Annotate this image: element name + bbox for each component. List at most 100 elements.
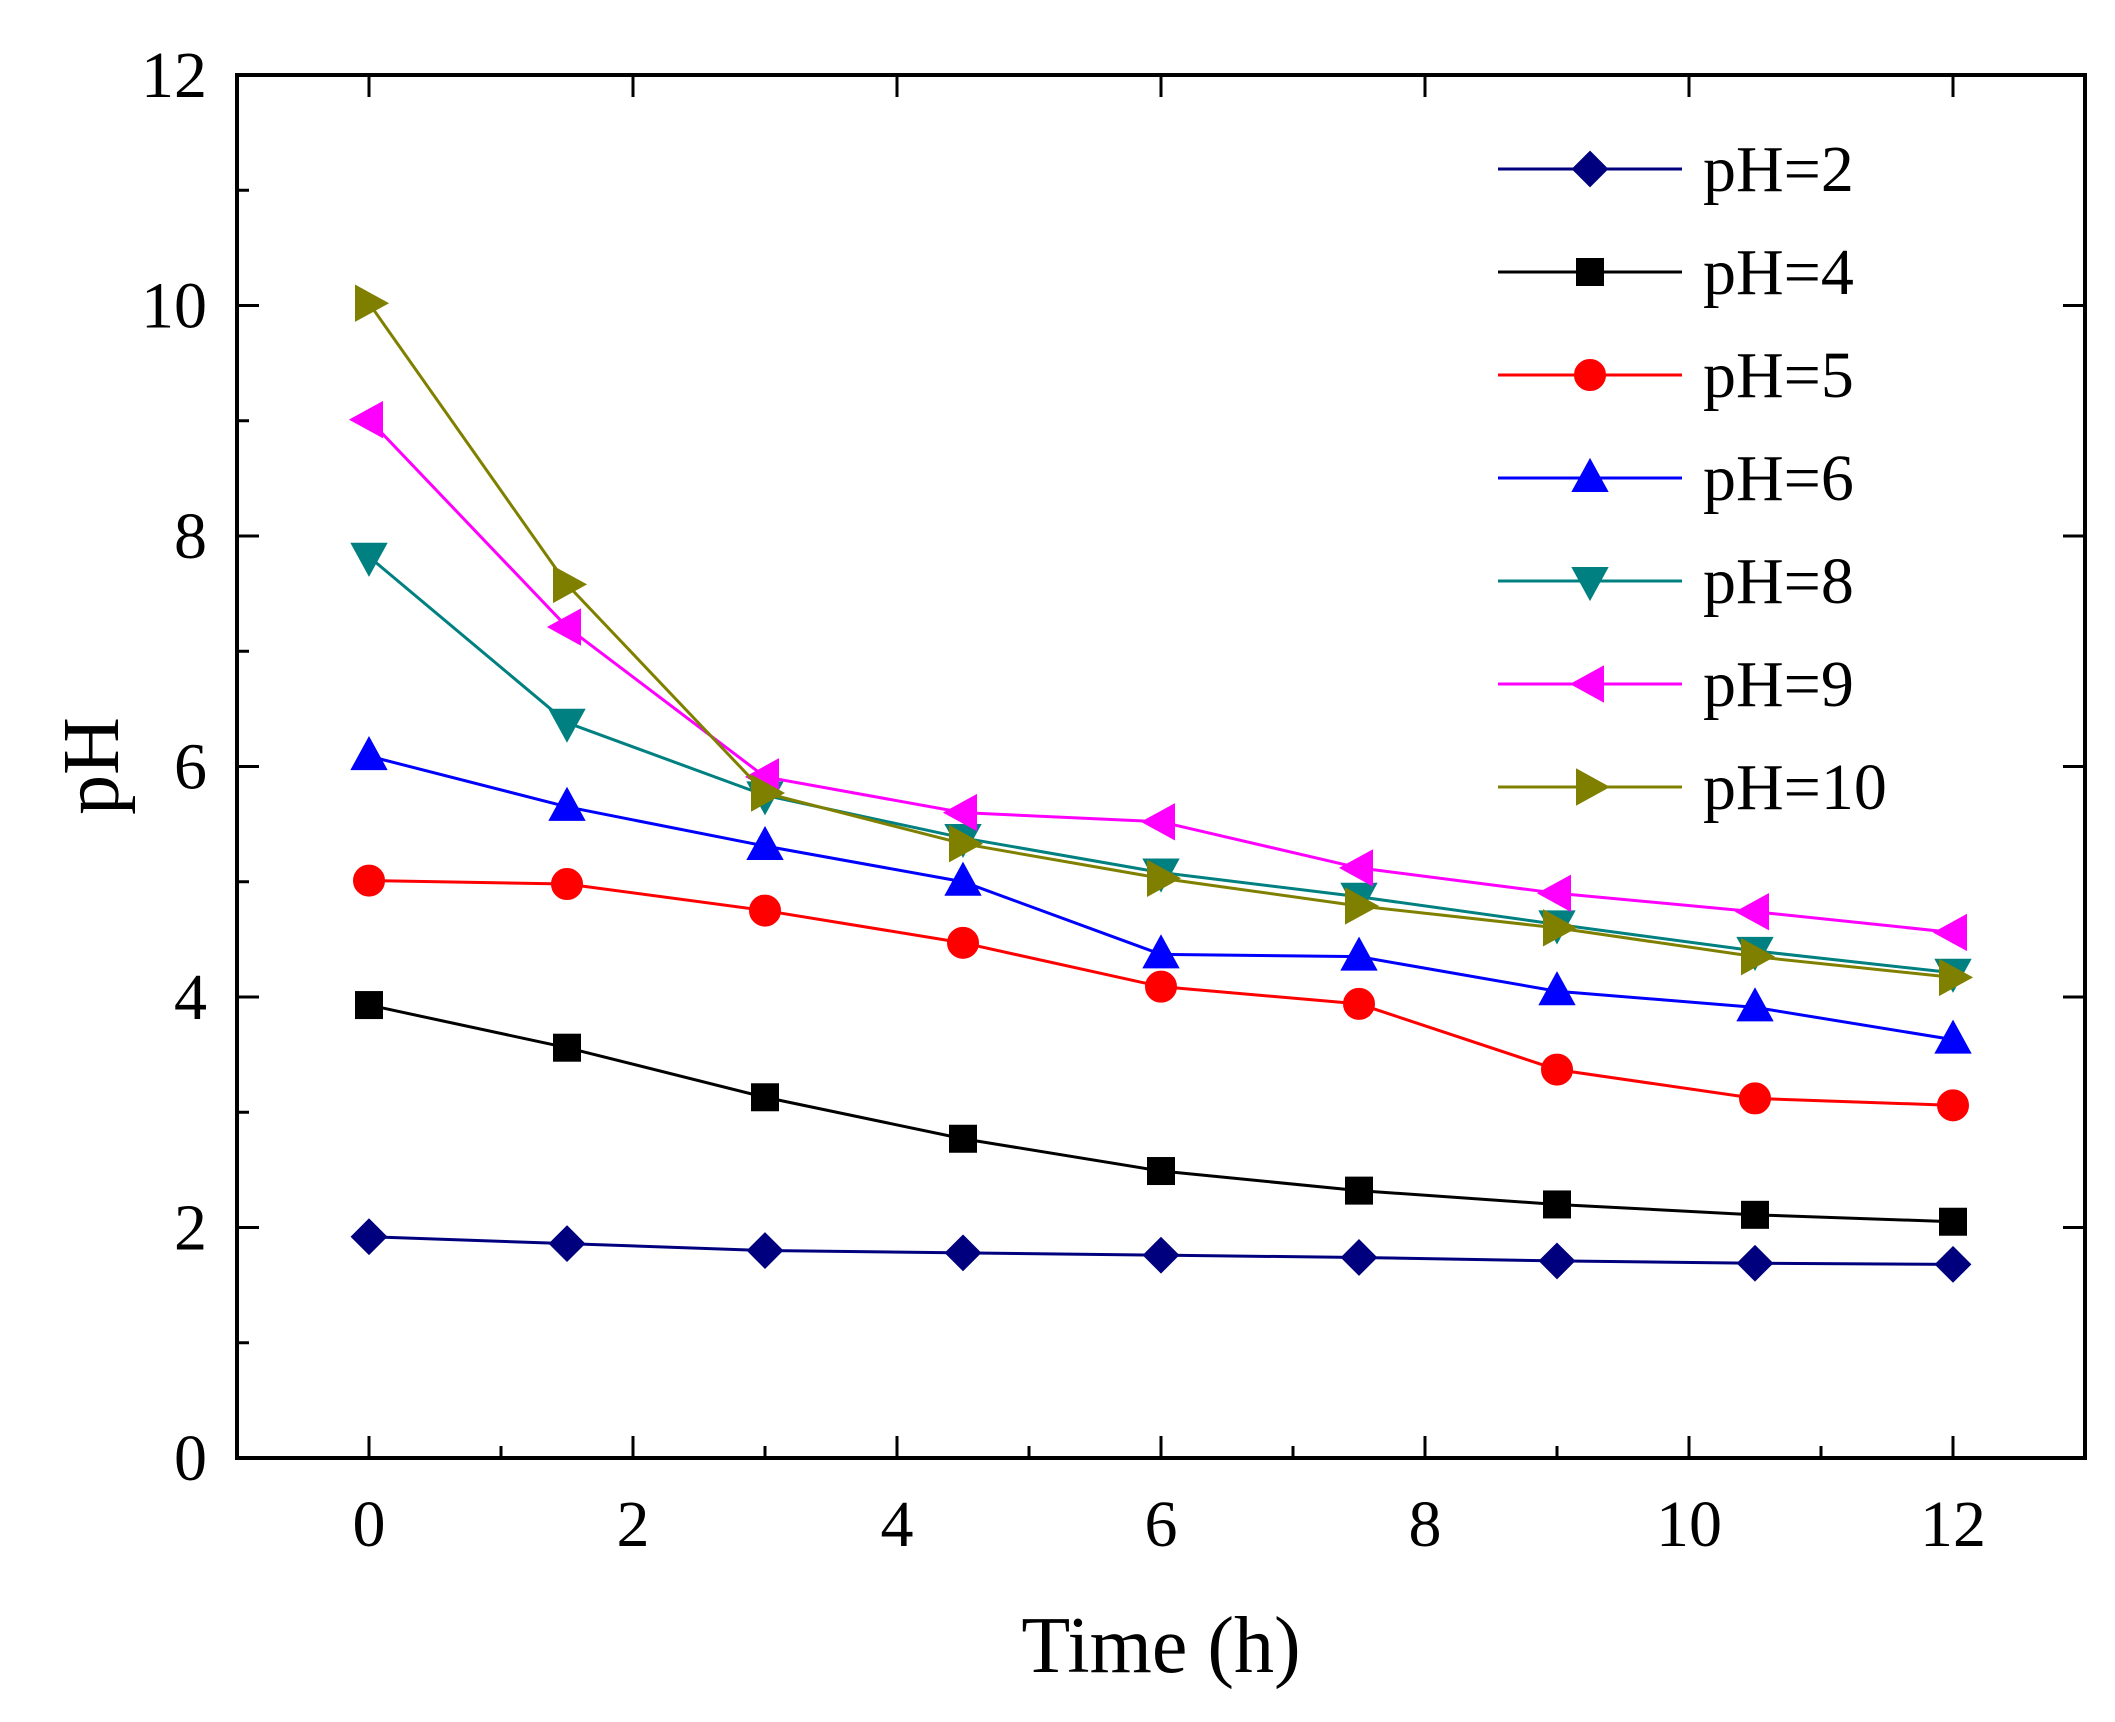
data-point	[1741, 937, 1776, 976]
data-point	[1543, 1190, 1571, 1219]
data-point	[1543, 909, 1578, 947]
series-ph-6	[350, 736, 1972, 1054]
legend-label: pH=2	[1703, 133, 1854, 206]
data-point	[1939, 1207, 1967, 1236]
data-point	[1939, 958, 1974, 997]
legend-marker	[1571, 150, 1609, 188]
legend: pH=2 pH=4 pH=5 pH=6 pH=8 pH=9 pH=10	[1498, 133, 1887, 824]
legend-entry: pH=2	[1498, 133, 1854, 206]
y-axis-title: pH	[48, 717, 136, 815]
legend-marker	[1576, 258, 1604, 286]
data-point	[1147, 1157, 1175, 1186]
series-ph-2	[350, 1218, 1972, 1283]
legend-label: pH=4	[1703, 236, 1854, 309]
data-point	[553, 565, 588, 604]
x-tick-label: 2	[617, 1488, 650, 1561]
data-point	[1937, 1089, 1969, 1122]
legend-entry: pH=10	[1498, 751, 1887, 824]
series-layer	[348, 284, 1974, 1283]
data-point	[1739, 1082, 1771, 1115]
x-tick-label: 6	[1145, 1488, 1178, 1561]
y-tick-label: 12	[141, 39, 207, 112]
data-point	[1536, 874, 1571, 912]
data-point	[1736, 1244, 1774, 1282]
data-point	[1932, 913, 1967, 952]
legend-marker	[1571, 567, 1609, 602]
legend-entry: pH=5	[1498, 339, 1854, 412]
data-point	[949, 1124, 977, 1153]
data-point	[1741, 1200, 1769, 1229]
data-point	[746, 1232, 784, 1269]
legend-entry: pH=4	[1498, 236, 1854, 309]
data-point	[942, 793, 977, 832]
data-point	[1343, 987, 1375, 1020]
legend-label: pH=9	[1703, 648, 1854, 721]
data-point	[947, 926, 979, 959]
data-point	[548, 708, 586, 743]
data-point	[746, 825, 784, 861]
y-tick-label: 4	[174, 961, 207, 1034]
data-point	[751, 1083, 779, 1112]
legend-marker	[1571, 457, 1609, 492]
data-point	[546, 608, 581, 646]
series-ph-5	[353, 864, 1969, 1122]
y-axis: 0 2 4 6 8 10 12	[141, 39, 2085, 1495]
y-tick-label: 8	[174, 500, 207, 573]
series-ph-4	[355, 991, 1967, 1236]
x-axis: 0 2 4 6 8 10 12	[353, 75, 1986, 1561]
data-point	[548, 786, 586, 821]
series-line	[368, 1003, 1954, 1224]
y-tick-label: 2	[174, 1192, 207, 1265]
data-point	[1538, 971, 1576, 1006]
data-point	[1142, 934, 1180, 969]
data-point	[1541, 1053, 1573, 1086]
data-point	[1145, 970, 1177, 1003]
x-tick-label: 10	[1656, 1488, 1722, 1561]
x-tick-label: 4	[881, 1488, 914, 1561]
x-axis-title: Time (h)	[1021, 1602, 1300, 1690]
y-tick-label: 6	[174, 731, 207, 804]
series-ph-9	[348, 400, 1967, 952]
legend-label: pH=8	[1703, 545, 1854, 618]
data-point	[1142, 1236, 1180, 1274]
legend-marker	[1574, 359, 1606, 391]
data-point	[553, 1033, 581, 1062]
data-point	[1340, 1239, 1378, 1276]
data-point	[1734, 893, 1769, 931]
legend-label: pH=6	[1703, 442, 1854, 515]
legend-entry: pH=8	[1498, 545, 1854, 618]
data-point	[1934, 1019, 1972, 1054]
x-tick-label: 0	[353, 1488, 386, 1561]
data-point	[944, 861, 982, 896]
legend-marker	[1569, 665, 1604, 703]
data-point	[944, 1234, 982, 1272]
data-point	[350, 736, 388, 771]
y-tick-label: 10	[141, 270, 207, 343]
data-point	[1345, 887, 1380, 925]
data-point	[1345, 1176, 1373, 1205]
legend-entry: pH=9	[1498, 648, 1854, 721]
legend-label: pH=5	[1703, 339, 1854, 412]
y-tick-label: 0	[174, 1422, 207, 1495]
data-point	[1338, 849, 1373, 887]
data-point	[353, 864, 385, 897]
legend-label: pH=10	[1703, 751, 1887, 824]
data-point	[551, 868, 583, 901]
data-point	[1147, 859, 1182, 897]
data-point	[1538, 1242, 1576, 1280]
data-point	[355, 284, 390, 322]
series-ph-10	[355, 284, 1974, 997]
data-point	[749, 894, 781, 927]
x-tick-label: 8	[1409, 1488, 1442, 1561]
data-point	[548, 1225, 586, 1263]
data-point	[350, 1218, 388, 1256]
data-point	[355, 991, 383, 1020]
data-point	[1736, 987, 1774, 1022]
data-point	[350, 542, 388, 577]
data-point	[751, 774, 786, 812]
data-point	[1340, 936, 1378, 971]
data-point	[1934, 1245, 1972, 1283]
legend-entry: pH=6	[1498, 442, 1854, 515]
data-point	[1140, 803, 1175, 841]
